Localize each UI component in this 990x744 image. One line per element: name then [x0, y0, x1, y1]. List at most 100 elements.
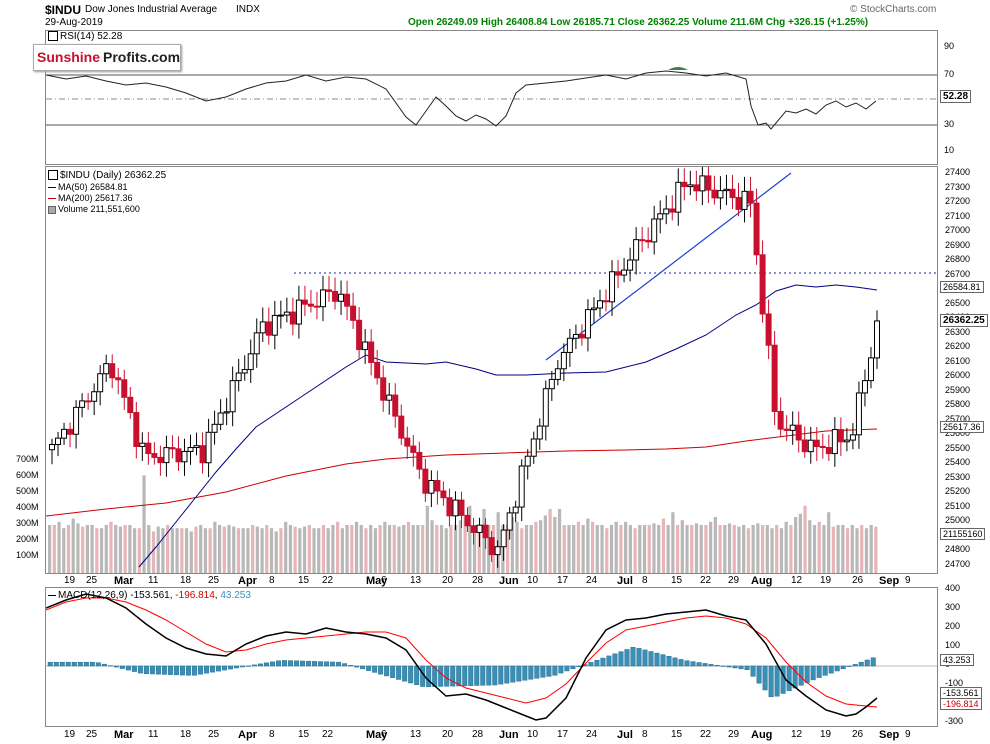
price-tick: 26000 [945, 370, 971, 381]
x-tick-label: May [366, 729, 388, 741]
macd-hist-bar [630, 647, 636, 667]
macd-hist-bar [858, 661, 864, 667]
macd-hist-bar [816, 665, 822, 678]
candle-body [518, 465, 525, 508]
price-tick: 25200 [945, 486, 971, 497]
volume-bar [680, 520, 684, 573]
candle-body [253, 332, 260, 355]
ohlc-readout: Open 26249.09 High 26408.84 Low 26185.71… [408, 17, 869, 28]
x-tick-label: Mar [114, 729, 134, 741]
x-tick-label: 8 [642, 575, 648, 586]
macd-hist-bar [450, 665, 456, 687]
x-tick-label: 8 [269, 729, 275, 740]
candle-body [801, 439, 808, 453]
volume-bar [354, 521, 359, 573]
macd-hist-bar [161, 665, 167, 675]
macd-label: MACD(12,26,9) [58, 590, 128, 601]
macd-hist-bar [251, 664, 257, 667]
volume-bar [293, 526, 297, 573]
volume-bar [406, 521, 411, 573]
x-tick-label: 8 [269, 575, 275, 586]
candle-body [548, 378, 555, 390]
volume-bar [81, 526, 85, 573]
volume-bar [104, 525, 108, 573]
volume-bar [241, 528, 245, 573]
candle-body [723, 188, 730, 192]
x-tick-label: Apr [238, 729, 257, 741]
macd-hist-bar [570, 665, 576, 670]
volume-bar [822, 525, 826, 573]
volume-bar [90, 525, 94, 573]
volume-bar [869, 525, 873, 573]
candle-body [61, 428, 68, 439]
x-tick-label: 18 [180, 729, 192, 740]
x-tick-label: 6 [381, 575, 387, 586]
price-tick: 26800 [945, 254, 971, 265]
macd-hist-bar [660, 654, 666, 667]
x-tick-label: 26 [852, 729, 864, 740]
volume-bar [690, 525, 694, 573]
volume-bar [175, 528, 179, 573]
volume-bar [109, 521, 113, 573]
volume-bar [482, 509, 486, 573]
x-tick-label: 9 [905, 575, 911, 586]
macd-hist-bar [522, 665, 528, 681]
volume-tick: 200M [16, 534, 39, 544]
volume-bar [203, 528, 208, 573]
candle-body [807, 439, 814, 453]
volume-tick: 500M [16, 486, 39, 496]
macd-hist-bar [245, 665, 251, 667]
volume-bar [543, 515, 547, 573]
price-tick: 25600 [945, 428, 971, 439]
macd-hist-bar [143, 665, 149, 674]
macd-hist-bar [330, 661, 336, 667]
volume-bar [180, 528, 184, 573]
volume-bar [85, 525, 89, 573]
volume-bar [557, 509, 562, 573]
macd-hist-bar [179, 665, 185, 676]
volume-bar [189, 531, 193, 573]
macd-value: -153.561 [130, 590, 170, 601]
volume-bar [142, 475, 146, 573]
macd-hist-bar [612, 653, 618, 667]
macd-hist-bar [173, 665, 179, 676]
macd-hist-bar [480, 665, 486, 686]
macd-hist-bar [750, 665, 756, 677]
candle-body [657, 213, 664, 220]
rsi-value-tag: 52.28 [940, 90, 972, 103]
price-tick: 25700 [945, 413, 971, 424]
x-tick-label: 19 [820, 729, 832, 740]
volume-bar [548, 509, 552, 573]
candle-body [861, 380, 868, 394]
candle-body [476, 524, 483, 533]
volume-bar [808, 520, 812, 573]
macd-hist-bar [444, 665, 450, 687]
chart-name: Dow Jones Industrial Average [85, 4, 218, 15]
price-tick: 25400 [945, 457, 971, 468]
macd-hist-tag: 43.253 [940, 654, 974, 666]
macd-hist-bar [822, 665, 828, 676]
volume-bar [529, 525, 533, 573]
volume-bar [236, 528, 241, 573]
candle-body [874, 320, 880, 359]
price-legend-volume: Volume 211,551,600 [48, 204, 140, 214]
volume-bar [435, 525, 439, 573]
macd-hist-bar [810, 665, 816, 681]
volume-bar [798, 513, 802, 573]
volume-bar [373, 528, 378, 573]
macd-hist-bar [119, 665, 125, 669]
macd-hist-bar [762, 665, 768, 691]
volume-bar [647, 525, 651, 573]
macd-hist-bar [59, 661, 65, 667]
candle-body [795, 424, 802, 441]
macd-chart [46, 593, 937, 721]
x-tick-label: 19 [820, 575, 832, 586]
volume-bar [128, 525, 132, 573]
price-tick: 26500 [945, 297, 971, 308]
x-tick-label: 19 [64, 575, 76, 586]
candle-body [500, 529, 507, 548]
volume-bar [397, 526, 401, 573]
candle-body [609, 271, 616, 303]
candle-body [211, 423, 218, 433]
macd-hist-bar [372, 665, 378, 673]
